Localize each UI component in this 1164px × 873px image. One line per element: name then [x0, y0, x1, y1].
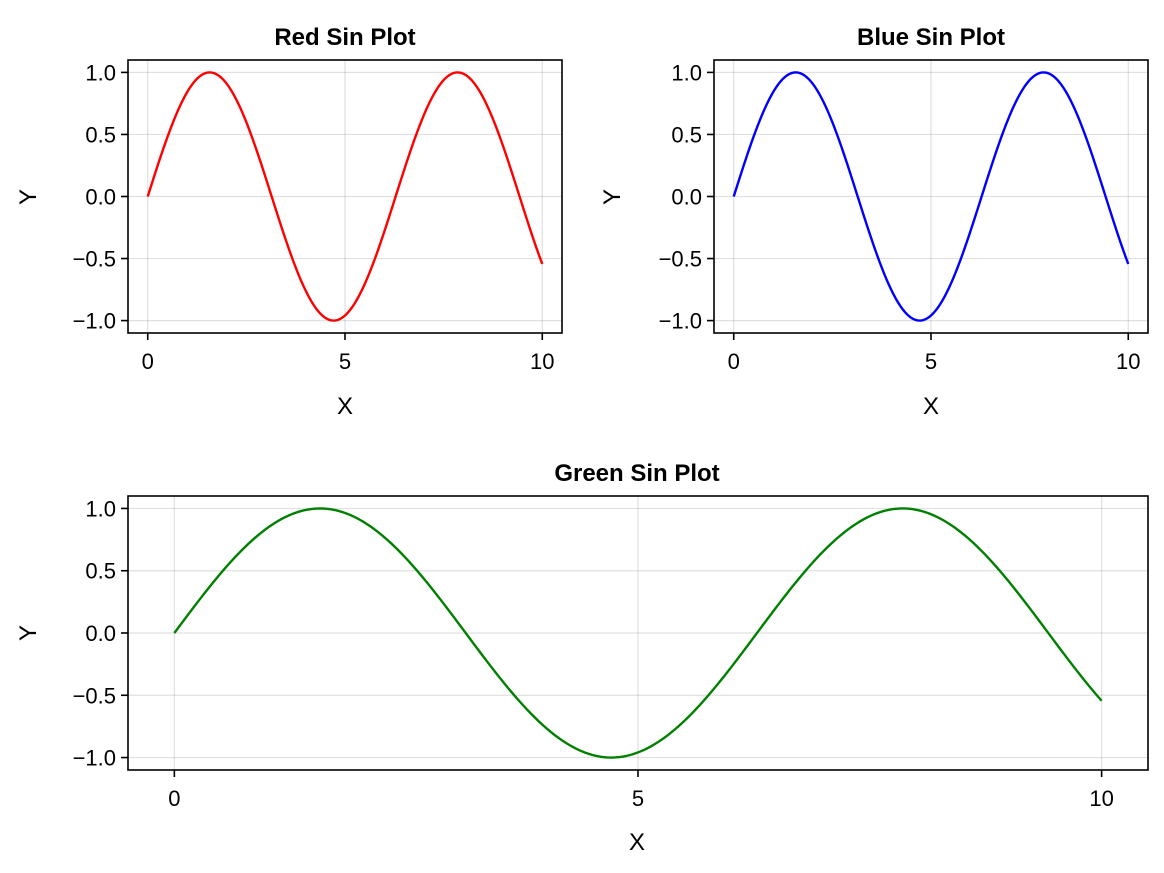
x-tick-label: 5 — [632, 786, 644, 811]
y-tick-label: 0.5 — [671, 122, 702, 147]
x-tick-label: 10 — [1089, 786, 1113, 811]
y-tick-label: −0.5 — [73, 683, 116, 708]
x-tick-label: 10 — [1116, 349, 1140, 374]
x-axis-label: X — [337, 393, 353, 420]
y-tick-label: −1.0 — [73, 746, 116, 771]
sine-series-line — [173, 507, 1103, 759]
y-tick-label: −0.5 — [659, 247, 702, 272]
chart-title: Green Sin Plot — [554, 460, 719, 487]
x-tick-label: 0 — [142, 349, 154, 374]
chart-title: Red Sin Plot — [274, 24, 415, 51]
y-tick-label: 0.0 — [85, 621, 116, 646]
grid — [714, 60, 1148, 333]
y-tick-label: 1.0 — [671, 60, 702, 85]
y-axis-label: Y — [15, 625, 42, 641]
y-tick-label: −1.0 — [73, 309, 116, 334]
y-tick-label: 0.0 — [671, 185, 702, 210]
grid — [128, 60, 562, 333]
x-tick-label: 0 — [728, 349, 740, 374]
x-tick-label: 0 — [168, 786, 180, 811]
x-axis-label: X — [629, 829, 645, 856]
x-tick-label: 5 — [339, 349, 351, 374]
red-sin-plot-panel: Red Sin Plot X Y 0 5 10 1.0 0.5 0.0 −0.5 −1.0 — [15, 24, 563, 420]
y-tick-label: 1.0 — [85, 496, 116, 521]
sine-series-line — [146, 71, 544, 322]
sine-series-line — [732, 71, 1130, 322]
y-tick-label: −0.5 — [73, 247, 116, 272]
chart-title: Blue Sin Plot — [857, 24, 1005, 51]
x-axis-label: X — [923, 393, 939, 420]
x-tick-label: 10 — [530, 349, 554, 374]
y-axis-label: Y — [15, 189, 42, 205]
green-sin-plot-panel: Green Sin Plot X Y 0 5 10 1.0 0.5 0.0 −0.5 −1.0 — [15, 460, 1149, 856]
grid — [128, 496, 1148, 770]
y-tick-label: 0.0 — [85, 185, 116, 210]
y-tick-label: 0.5 — [85, 559, 116, 584]
y-tick-label: −1.0 — [659, 309, 702, 334]
blue-sin-plot-panel: Blue Sin Plot X Y 0 5 10 1.0 0.5 0.0 −0.5 −1.0 — [599, 24, 1149, 420]
y-tick-label: 1.0 — [85, 60, 116, 85]
y-tick-label: 0.5 — [85, 122, 116, 147]
x-tick-label: 5 — [925, 349, 937, 374]
y-axis-label: Y — [599, 189, 626, 205]
